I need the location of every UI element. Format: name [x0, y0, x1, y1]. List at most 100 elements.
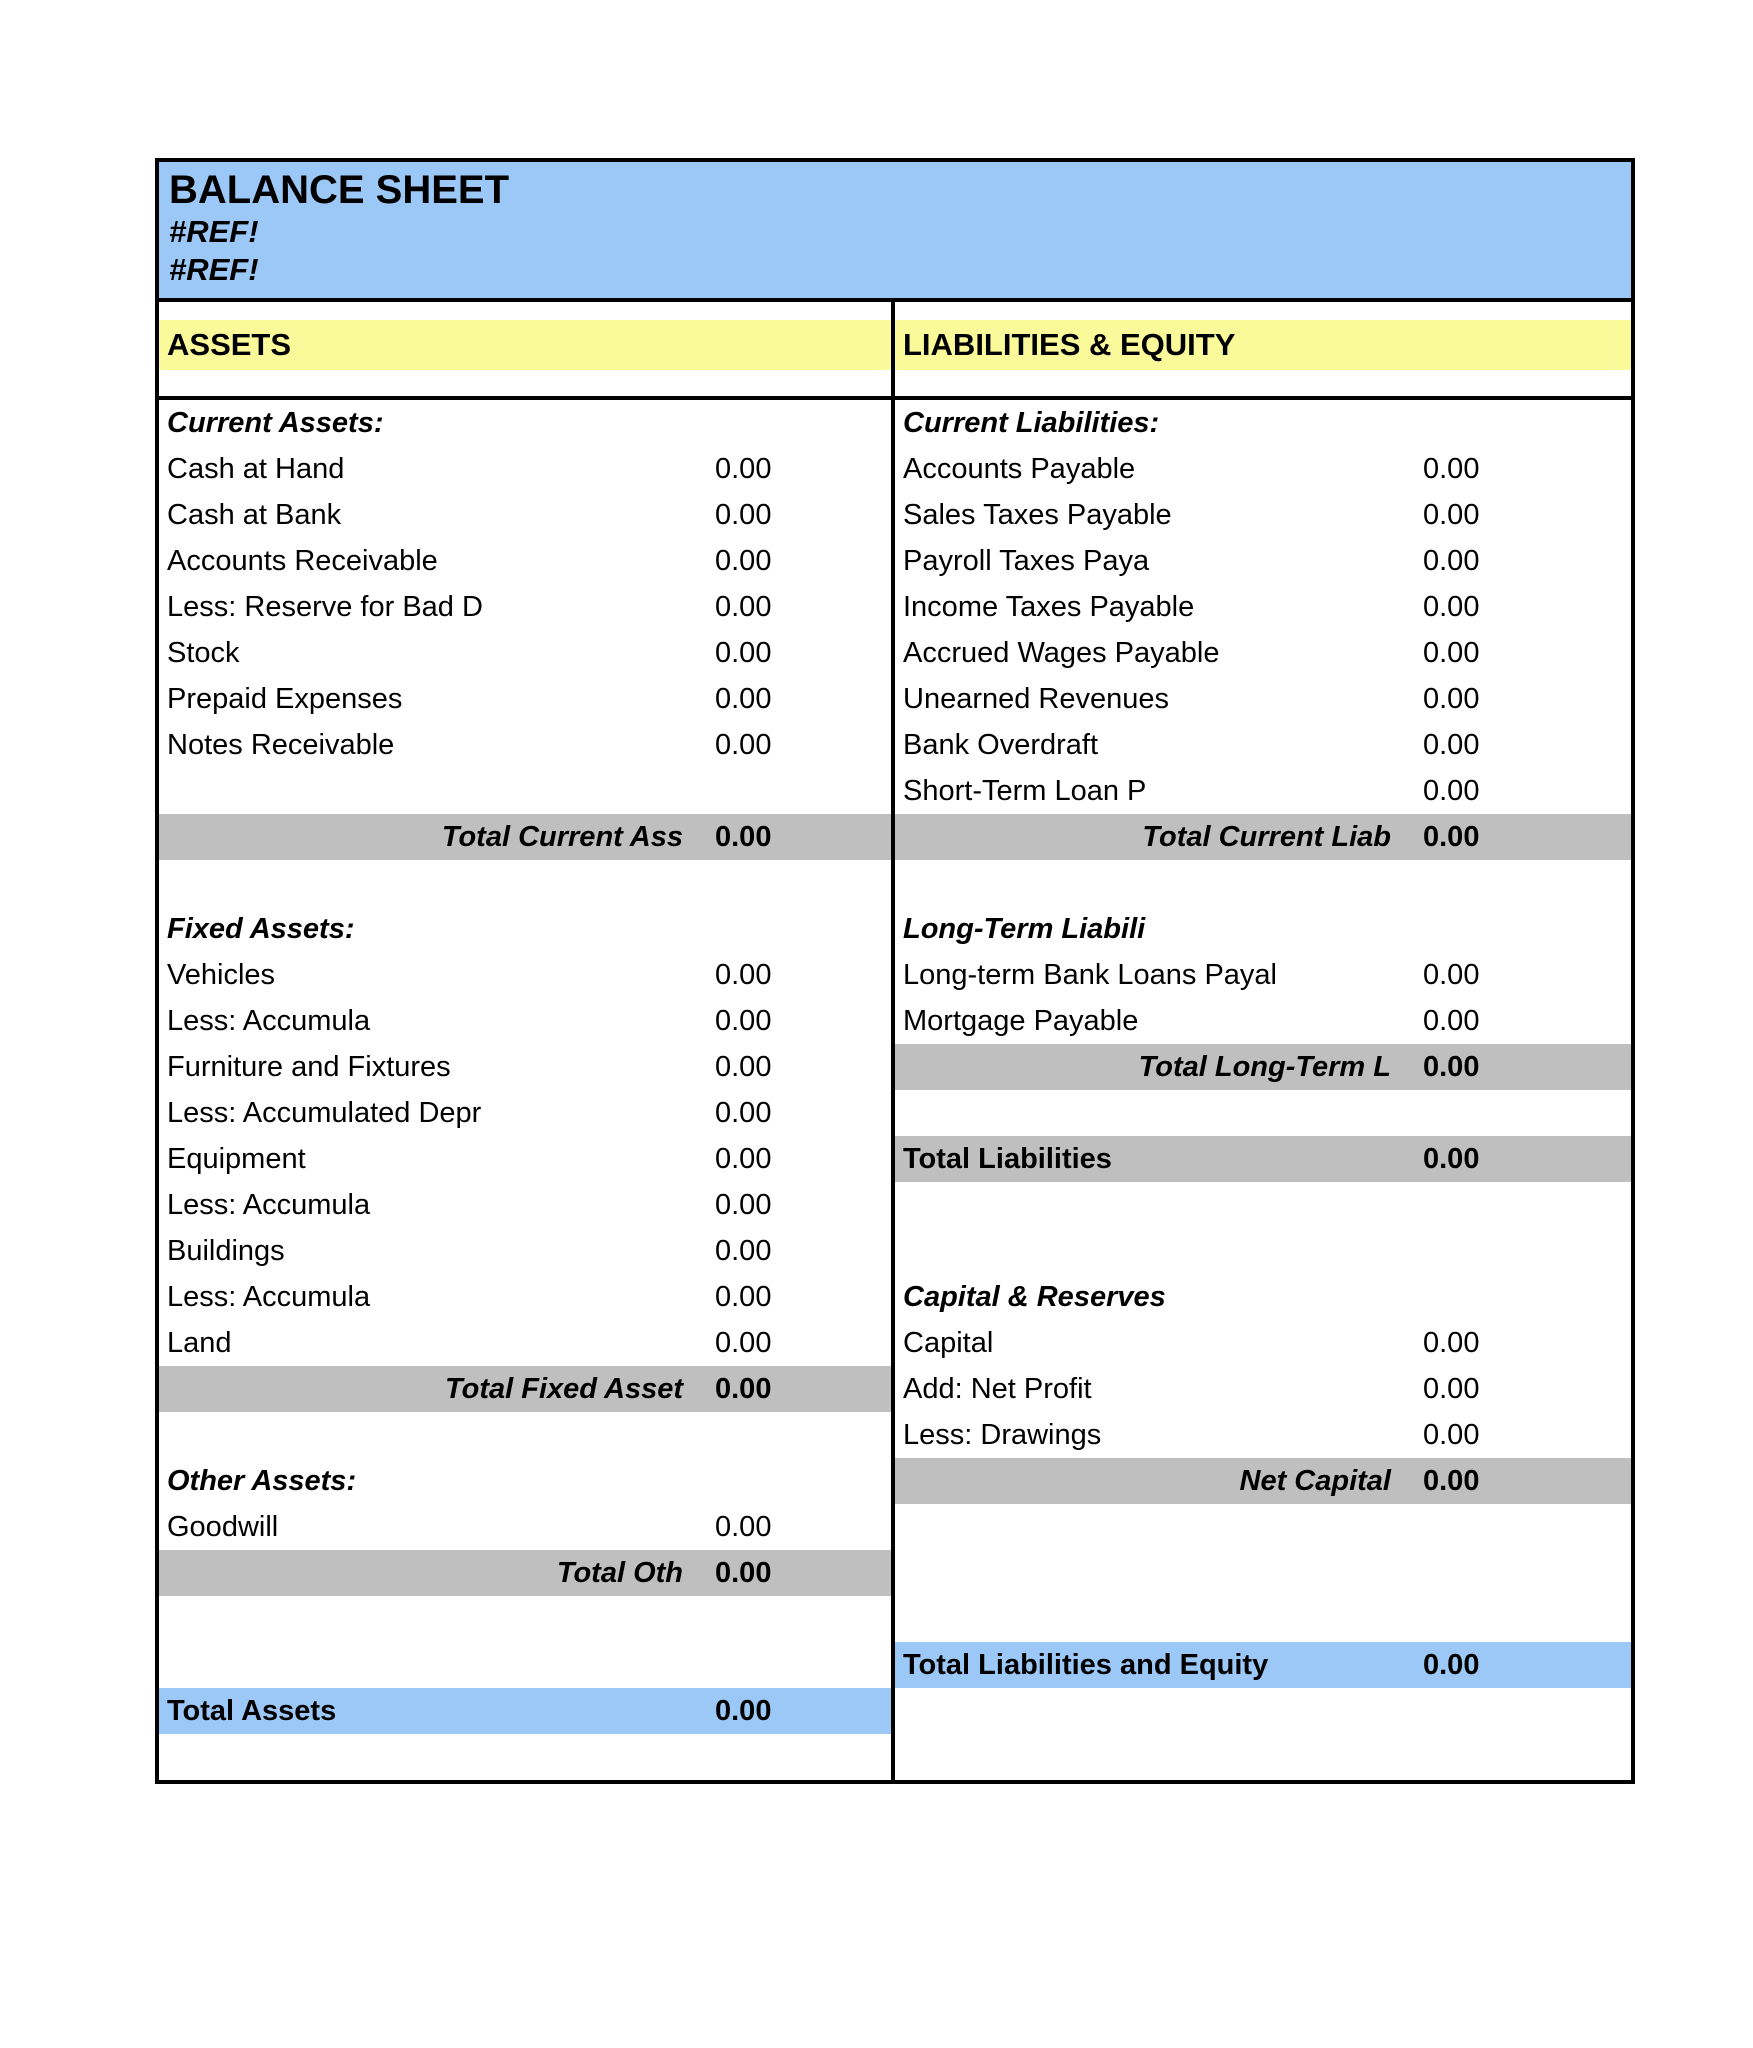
list-item: Notes Receivable 0.00 — [159, 722, 891, 768]
spacer-row — [159, 1642, 891, 1688]
capital-reserves-heading: Capital & Reserves — [895, 1274, 1631, 1320]
row-label: Accounts Receivable — [167, 546, 438, 576]
list-item: Prepaid Expenses 0.00 — [159, 676, 891, 722]
list-item: Mortgage Payable 0.00 — [895, 998, 1631, 1044]
total-fixed-assets-row: Total Fixed Asset 0.00 — [159, 1366, 891, 1413]
long-term-liabilities-heading: Long-Term Liabili — [895, 906, 1631, 952]
liabilities-header-spacer-top — [895, 302, 1631, 320]
total-current-assets-row: Total Current Ass 0.00 — [159, 814, 891, 861]
row-label: Less: Accumulated Depr — [167, 1098, 482, 1128]
row-label: Add: Net Profit — [903, 1374, 1092, 1404]
row-value: 0.00 — [715, 1234, 772, 1267]
row-label: Total Current Ass — [441, 822, 683, 852]
liabilities-header-band: LIABILITIES & EQUITY — [895, 320, 1631, 371]
row-value: 0.00 — [1423, 1372, 1480, 1405]
row-value: 0.00 — [1423, 636, 1480, 669]
row-label: Equipment — [167, 1144, 306, 1174]
other-assets-heading: Other Assets: — [159, 1458, 891, 1504]
list-item: Sales Taxes Payable 0.00 — [895, 492, 1631, 538]
row-value: 0.00 — [715, 958, 772, 991]
row-value: 0.00 — [1423, 728, 1480, 761]
row-value: 0.00 — [1423, 452, 1480, 485]
row-label: Bank Overdraft — [903, 730, 1099, 760]
spacer-row — [159, 1734, 891, 1780]
other-assets-heading-label: Other Assets: — [167, 1466, 357, 1496]
row-label: Stock — [167, 638, 240, 668]
row-value: 0.00 — [715, 1050, 772, 1083]
row-label: Payroll Taxes Paya — [903, 546, 1150, 576]
row-value: 0.00 — [1423, 1004, 1480, 1037]
row-value: 0.00 — [715, 1556, 772, 1589]
row-value: 0.00 — [1423, 1464, 1480, 1497]
row-value: 0.00 — [715, 498, 772, 531]
liabilities-equity-column: Current Liabilities: Accounts Payable 0.… — [895, 400, 1631, 1780]
row-value: 0.00 — [715, 590, 772, 623]
row-value: 0.00 — [715, 682, 772, 715]
capital-reserves-heading-label: Capital & Reserves — [903, 1282, 1166, 1312]
total-other-assets-row: Total Oth 0.00 — [159, 1550, 891, 1597]
row-label: Less: Reserve for Bad D — [167, 592, 483, 622]
row-value: 0.00 — [715, 1280, 772, 1313]
spacer-row — [895, 1090, 1631, 1136]
row-value: 0.00 — [1423, 958, 1480, 991]
assets-header-spacer-top — [159, 302, 891, 320]
row-label: Short-Term Loan P — [903, 776, 1147, 806]
spacer-row — [159, 860, 891, 906]
list-item: Add: Net Profit 0.00 — [895, 1366, 1631, 1412]
row-value: 0.00 — [715, 1694, 772, 1727]
row-label: Less: Accumula — [167, 1190, 371, 1220]
title-ref-line-2: #REF! — [169, 251, 259, 287]
list-item: Long-term Bank Loans Payal 0.00 — [895, 952, 1631, 998]
balance-sheet-table: BALANCE SHEET #REF! #REF! ASSETS LIABILI… — [155, 158, 1635, 1785]
fixed-assets-heading-label: Fixed Assets: — [167, 914, 355, 944]
assets-header-spacer-bottom — [159, 370, 891, 396]
liabilities-header-cell: LIABILITIES & EQUITY — [895, 302, 1631, 401]
row-value: 0.00 — [715, 1372, 772, 1405]
list-item: Accounts Payable 0.00 — [895, 446, 1631, 492]
current-liabilities-heading-label: Current Liabilities: — [903, 408, 1160, 438]
spacer-row — [895, 1688, 1631, 1734]
row-label: Less: Accumula — [167, 1282, 371, 1312]
row-label: Total Liabilities and Equity — [903, 1650, 1269, 1680]
list-item: Less: Accumula 0.00 — [159, 1274, 891, 1320]
row-label: Total Current Liab — [1142, 822, 1391, 852]
row-label: Goodwill — [167, 1512, 279, 1542]
row-label: Buildings — [167, 1236, 285, 1266]
row-value: 0.00 — [715, 1510, 772, 1543]
list-item: Furniture and Fixtures 0.00 — [159, 1044, 891, 1090]
list-item: Unearned Revenues 0.00 — [895, 676, 1631, 722]
list-item: Income Taxes Payable 0.00 — [895, 584, 1631, 630]
list-item: Less: Accumula 0.00 — [159, 1182, 891, 1228]
row-value: 0.00 — [1423, 1050, 1480, 1083]
title-ref-line-1: #REF! — [169, 213, 259, 249]
spacer-row — [895, 1182, 1631, 1228]
row-label: Total Oth — [556, 1558, 683, 1588]
assets-header-cell: ASSETS — [159, 302, 895, 401]
row-label: Total Long-Term L — [1138, 1052, 1391, 1082]
current-assets-heading: Current Assets: — [159, 400, 891, 446]
assets-header-band: ASSETS — [159, 320, 891, 371]
list-item: Equipment 0.00 — [159, 1136, 891, 1182]
row-label: Furniture and Fixtures — [167, 1052, 451, 1082]
list-item: Short-Term Loan P 0.00 — [895, 768, 1631, 814]
list-item: Payroll Taxes Paya 0.00 — [895, 538, 1631, 584]
spacer-row — [159, 1412, 891, 1458]
total-liabilities-row: Total Liabilities 0.00 — [895, 1136, 1631, 1183]
row-value: 0.00 — [1423, 1326, 1480, 1359]
list-item: Buildings 0.00 — [159, 1228, 891, 1274]
list-item: Accounts Receivable 0.00 — [159, 538, 891, 584]
list-item: Goodwill 0.00 — [159, 1504, 891, 1550]
list-item: Stock 0.00 — [159, 630, 891, 676]
row-value: 0.00 — [715, 1326, 772, 1359]
row-label: Mortgage Payable — [903, 1006, 1139, 1036]
title-block: BALANCE SHEET #REF! #REF! — [159, 162, 1631, 303]
list-item: Less: Drawings 0.00 — [895, 1412, 1631, 1458]
row-label: Land — [167, 1328, 232, 1358]
row-value: 0.00 — [1423, 544, 1480, 577]
row-value: 0.00 — [1423, 774, 1480, 807]
liabilities-header-label: LIABILITIES & EQUITY — [903, 327, 1236, 363]
row-label: Income Taxes Payable — [903, 592, 1195, 622]
row-label: Capital — [903, 1328, 994, 1358]
row-value: 0.00 — [715, 1188, 772, 1221]
liabilities-header-spacer-bottom — [895, 370, 1631, 396]
